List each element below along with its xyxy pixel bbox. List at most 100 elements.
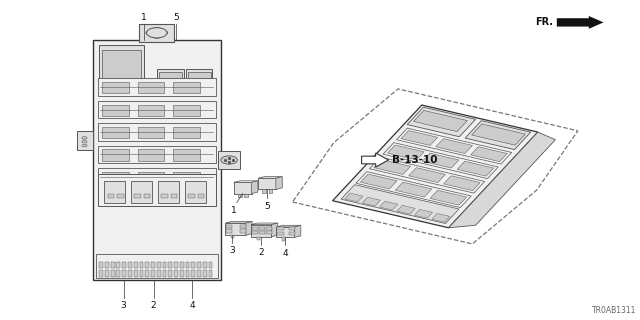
Bar	[259, 231, 265, 234]
Polygon shape	[432, 213, 450, 222]
Circle shape	[82, 144, 87, 147]
Polygon shape	[396, 182, 432, 197]
Bar	[102, 149, 129, 161]
Bar	[269, 189, 272, 193]
Bar	[240, 229, 246, 233]
Polygon shape	[251, 223, 278, 225]
Polygon shape	[430, 190, 467, 205]
Bar	[225, 223, 246, 235]
Bar	[180, 262, 184, 268]
Bar	[289, 227, 295, 230]
Bar	[98, 146, 216, 163]
Bar	[191, 270, 195, 277]
Bar	[188, 72, 211, 83]
Bar	[98, 78, 216, 96]
Bar	[258, 178, 276, 189]
Text: TR0AB1311: TR0AB1311	[593, 306, 637, 315]
Bar	[186, 69, 212, 86]
Bar	[108, 194, 114, 198]
Bar	[128, 262, 132, 268]
Bar	[282, 237, 285, 241]
Polygon shape	[276, 177, 282, 189]
Bar	[104, 181, 125, 203]
Bar	[203, 262, 207, 268]
Polygon shape	[401, 131, 438, 145]
Bar	[140, 24, 174, 42]
Polygon shape	[457, 161, 493, 176]
Bar	[163, 270, 166, 277]
Bar	[140, 262, 143, 268]
Polygon shape	[414, 209, 433, 218]
Bar	[257, 237, 260, 240]
Text: 1: 1	[231, 206, 236, 215]
Bar	[140, 270, 143, 277]
Bar	[102, 172, 129, 183]
Text: FR.: FR.	[536, 17, 554, 28]
Bar	[134, 194, 141, 198]
Bar	[188, 194, 195, 198]
Bar	[151, 270, 155, 277]
Bar	[203, 270, 207, 277]
Bar	[99, 270, 103, 277]
Polygon shape	[258, 177, 282, 178]
Bar	[240, 225, 246, 228]
Bar	[185, 181, 206, 203]
Bar	[168, 270, 172, 277]
Bar	[191, 262, 195, 268]
Bar	[99, 45, 144, 86]
Polygon shape	[341, 185, 459, 224]
Bar	[252, 227, 258, 230]
Bar	[277, 227, 284, 230]
Polygon shape	[360, 174, 397, 189]
Bar	[251, 225, 271, 237]
Bar	[105, 262, 109, 268]
Bar	[226, 229, 232, 233]
Bar	[238, 194, 242, 197]
Bar	[277, 232, 284, 235]
Polygon shape	[362, 197, 380, 206]
Bar	[266, 227, 272, 230]
Bar	[122, 270, 126, 277]
Bar	[173, 82, 200, 93]
Polygon shape	[444, 176, 480, 191]
Bar	[174, 262, 178, 268]
Circle shape	[82, 137, 87, 139]
Bar	[197, 270, 201, 277]
Bar	[173, 149, 200, 161]
Bar	[134, 262, 138, 268]
Text: 4: 4	[283, 249, 288, 258]
Bar	[173, 127, 200, 138]
Circle shape	[146, 30, 155, 35]
Polygon shape	[333, 105, 538, 228]
Bar	[144, 194, 150, 198]
Bar	[77, 131, 93, 150]
Bar	[259, 227, 265, 230]
Polygon shape	[470, 147, 508, 162]
Polygon shape	[252, 181, 258, 194]
Bar	[96, 254, 218, 278]
Polygon shape	[422, 153, 459, 168]
Polygon shape	[380, 201, 397, 210]
Bar	[151, 262, 155, 268]
Polygon shape	[271, 223, 278, 237]
Polygon shape	[557, 16, 604, 29]
Bar	[173, 105, 200, 116]
Bar	[138, 105, 164, 116]
Bar	[276, 227, 294, 237]
Polygon shape	[409, 168, 445, 182]
Text: 5: 5	[264, 202, 269, 211]
Circle shape	[147, 28, 167, 38]
Bar	[157, 69, 184, 86]
Text: 2: 2	[151, 301, 156, 310]
Polygon shape	[369, 157, 484, 193]
Bar	[105, 270, 109, 277]
Bar	[173, 172, 200, 183]
Bar	[117, 194, 124, 198]
Text: 4: 4	[189, 301, 195, 310]
Bar	[163, 262, 166, 268]
Bar	[158, 181, 179, 203]
Circle shape	[152, 28, 161, 32]
Bar	[174, 270, 178, 277]
Bar	[197, 262, 201, 268]
Polygon shape	[345, 193, 363, 202]
